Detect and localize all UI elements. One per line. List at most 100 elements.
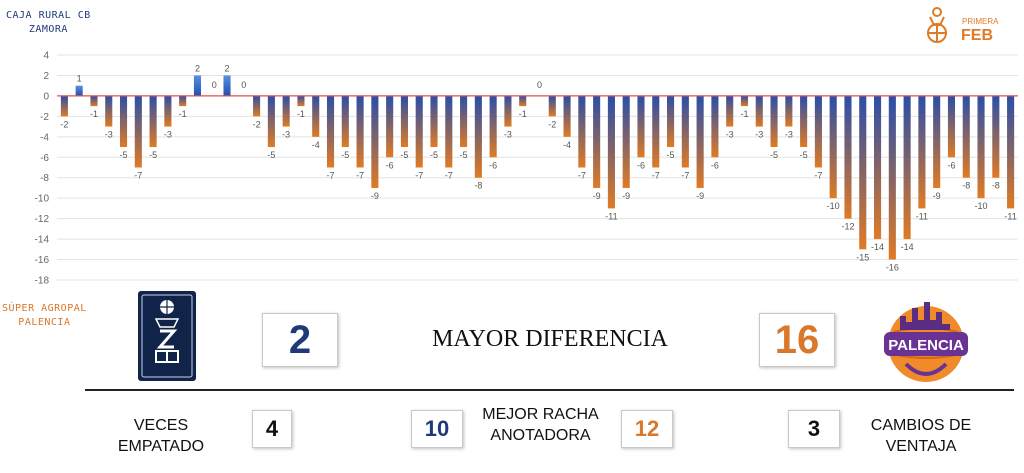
bar bbox=[519, 95, 527, 107]
data-label: 0 bbox=[241, 80, 246, 90]
bar bbox=[726, 95, 734, 127]
data-label: -8 bbox=[992, 181, 1000, 191]
bar bbox=[859, 95, 867, 250]
data-label: -3 bbox=[755, 130, 763, 140]
data-label: -5 bbox=[460, 150, 468, 160]
bar bbox=[386, 95, 394, 158]
data-label: -11 bbox=[916, 211, 928, 221]
bar bbox=[341, 95, 349, 148]
data-label: -2 bbox=[60, 119, 68, 129]
bar bbox=[681, 95, 689, 168]
data-label: -5 bbox=[149, 150, 157, 160]
bar bbox=[933, 95, 941, 188]
basketball-player-icon bbox=[927, 7, 947, 43]
bar bbox=[371, 95, 379, 188]
bar bbox=[75, 85, 83, 96]
bar bbox=[164, 95, 172, 127]
data-label: 0 bbox=[212, 80, 217, 90]
max-diff-bottom-box: 16 bbox=[759, 313, 835, 367]
bar bbox=[267, 95, 275, 148]
y-tick-label: 2 bbox=[43, 71, 49, 82]
data-label: -5 bbox=[400, 150, 408, 160]
data-label: -15 bbox=[856, 252, 869, 262]
data-label: -5 bbox=[120, 150, 128, 160]
bar bbox=[356, 95, 364, 168]
lead-changes-value: 3 bbox=[807, 416, 821, 441]
data-label: -16 bbox=[886, 263, 899, 273]
chart-grid bbox=[57, 54, 1018, 281]
bar bbox=[785, 95, 793, 127]
bar bbox=[622, 95, 630, 188]
data-label: -1 bbox=[740, 109, 748, 119]
data-label: -4 bbox=[312, 140, 320, 150]
data-label: -1 bbox=[179, 109, 187, 119]
data-label: -2 bbox=[253, 119, 261, 129]
max-diff-top-value: 2 bbox=[288, 317, 312, 362]
data-label: -9 bbox=[622, 191, 630, 201]
bar bbox=[667, 95, 675, 148]
data-label: -6 bbox=[637, 160, 645, 170]
bar bbox=[1007, 95, 1015, 209]
bar bbox=[637, 95, 645, 158]
bar bbox=[947, 95, 956, 158]
section-divider bbox=[85, 389, 1014, 391]
bar bbox=[755, 95, 763, 127]
data-label: -5 bbox=[341, 150, 349, 160]
bar bbox=[548, 95, 556, 117]
bar bbox=[696, 95, 704, 188]
y-tick-label: -18 bbox=[35, 276, 50, 287]
chart-bars bbox=[60, 75, 1015, 260]
bar bbox=[770, 95, 778, 148]
ties-box: 4 bbox=[252, 410, 292, 448]
bar bbox=[977, 95, 985, 199]
bar bbox=[460, 95, 468, 148]
data-label: -9 bbox=[371, 191, 379, 201]
bar bbox=[60, 95, 68, 117]
bar bbox=[90, 95, 98, 107]
bar bbox=[105, 95, 113, 127]
bar bbox=[119, 95, 128, 148]
bar bbox=[814, 95, 822, 168]
palencia-logo: PALENCIA bbox=[884, 302, 968, 382]
run-top-box: 10 bbox=[411, 410, 463, 448]
data-label: -3 bbox=[164, 130, 172, 140]
bar bbox=[474, 95, 482, 178]
ties-label: VECES EMPATADO bbox=[117, 417, 205, 455]
lead-changes-label: CAMBIOS DE VENTAJA bbox=[870, 417, 972, 455]
data-label: -3 bbox=[504, 130, 512, 140]
bar bbox=[504, 95, 512, 127]
bar bbox=[992, 95, 1000, 178]
data-label: 0 bbox=[537, 80, 542, 90]
data-label: -7 bbox=[327, 171, 335, 181]
data-label: -11 bbox=[1004, 211, 1016, 221]
data-label: -5 bbox=[800, 150, 808, 160]
y-tick-label: 4 bbox=[43, 51, 49, 62]
lead-changes-box: 3 bbox=[788, 410, 840, 448]
data-label: -3 bbox=[785, 130, 793, 140]
y-tick-label: -16 bbox=[35, 255, 50, 266]
data-label: -7 bbox=[681, 171, 689, 181]
basketball-icon bbox=[160, 300, 174, 314]
palencia-logo-text: PALENCIA bbox=[888, 337, 964, 354]
primera-feb-logo: PRIMERA FEB bbox=[927, 7, 999, 44]
bar bbox=[962, 95, 970, 178]
bar bbox=[445, 95, 453, 168]
data-label: -1 bbox=[297, 109, 305, 119]
run-bottom-value: 12 bbox=[634, 416, 660, 441]
data-label: -7 bbox=[652, 171, 660, 181]
run-bottom-box: 12 bbox=[621, 410, 673, 448]
data-label: -5 bbox=[667, 150, 675, 160]
y-tick-label: -4 bbox=[40, 132, 49, 143]
data-label: -1 bbox=[90, 109, 98, 119]
data-label: -6 bbox=[386, 160, 394, 170]
team-top-label-line2: ZAMORA bbox=[28, 24, 68, 35]
bar bbox=[193, 75, 202, 96]
data-label: 2 bbox=[225, 63, 230, 73]
data-label: -9 bbox=[593, 191, 601, 201]
data-label: -14 bbox=[871, 242, 884, 252]
data-label: -7 bbox=[134, 171, 142, 181]
bar bbox=[800, 95, 808, 148]
y-tick-label: -14 bbox=[35, 235, 50, 246]
y-tick-label: -12 bbox=[35, 214, 50, 225]
y-tick-label: -10 bbox=[35, 194, 50, 205]
